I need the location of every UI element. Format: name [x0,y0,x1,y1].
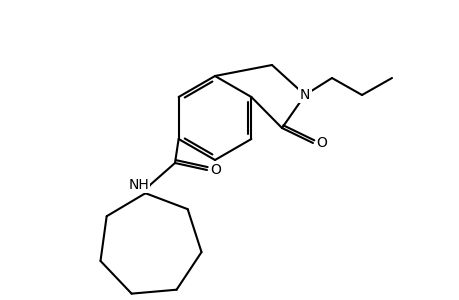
Text: N: N [299,88,309,102]
Text: O: O [210,163,220,177]
Text: O: O [315,136,326,150]
Text: NH: NH [128,178,149,192]
